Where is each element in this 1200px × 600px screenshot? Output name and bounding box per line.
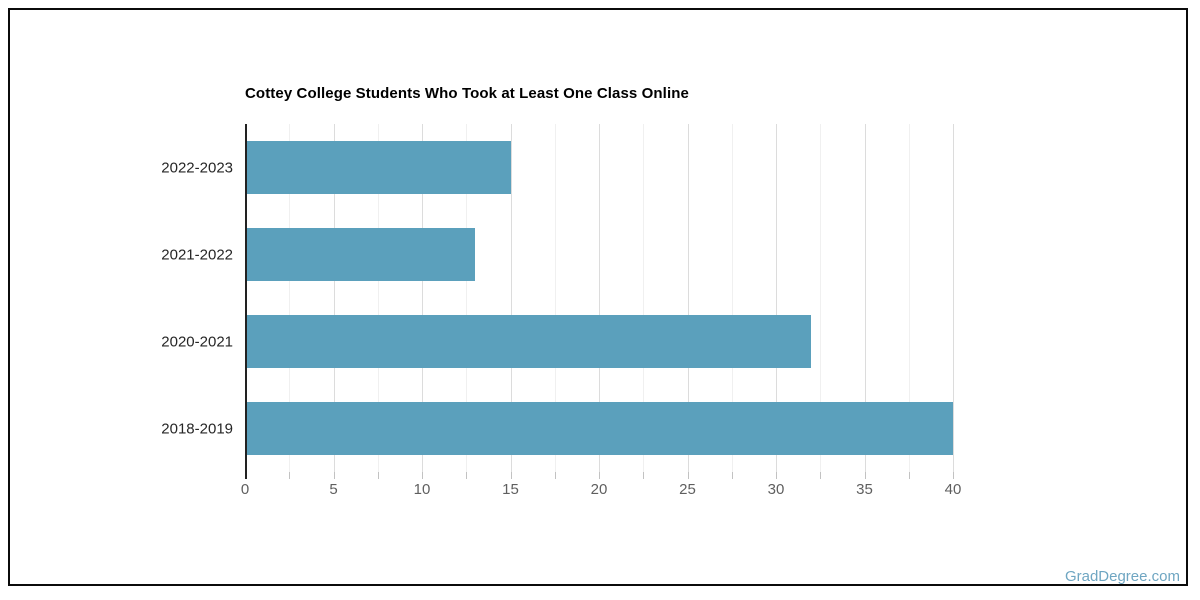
major-gridline bbox=[599, 124, 600, 472]
minor-gridline bbox=[377, 124, 379, 472]
plot-area bbox=[245, 124, 954, 472]
x-axis-tick bbox=[953, 472, 954, 479]
minor-gridline bbox=[731, 124, 733, 472]
x-axis-tick bbox=[289, 472, 291, 479]
major-gridline bbox=[864, 124, 866, 472]
x-axis-tick-label: 5 bbox=[329, 481, 338, 498]
bar-2022-2023 bbox=[245, 141, 511, 194]
y-axis-line bbox=[245, 124, 247, 472]
minor-gridline bbox=[820, 124, 822, 472]
x-axis-tick bbox=[422, 472, 423, 479]
x-axis-tick-label: 20 bbox=[590, 481, 608, 498]
x-axis-tick-label: 15 bbox=[502, 481, 519, 498]
bar-2021-2022 bbox=[245, 228, 476, 281]
x-axis-tick bbox=[245, 472, 247, 479]
x-axis-tick-label: 30 bbox=[767, 481, 785, 498]
x-axis-tick bbox=[687, 472, 689, 479]
watermark-link[interactable]: GradDegree.com bbox=[1064, 568, 1180, 585]
x-axis-tick bbox=[599, 472, 600, 479]
minor-gridline bbox=[643, 124, 645, 472]
x-axis-tick-label: 35 bbox=[856, 481, 873, 498]
x-axis-tick bbox=[510, 472, 512, 479]
x-axis: 0 5 10 15 20 25 30 35 40 bbox=[241, 472, 961, 502]
x-axis-tick-label: 40 bbox=[944, 481, 962, 498]
major-gridline bbox=[687, 124, 689, 472]
y-axis-label: 2018-2019 bbox=[161, 420, 233, 437]
bar-2020-2021 bbox=[245, 315, 812, 368]
major-gridline bbox=[422, 124, 423, 472]
x-axis-tick bbox=[908, 472, 910, 479]
x-axis-tick bbox=[466, 472, 468, 479]
major-gridline bbox=[776, 124, 777, 472]
x-axis-tick bbox=[820, 472, 822, 479]
x-axis-tick bbox=[643, 472, 645, 479]
x-axis-tick-label: 0 bbox=[240, 481, 250, 498]
y-axis-label: 2021-2022 bbox=[161, 246, 233, 263]
x-axis-tick bbox=[864, 472, 866, 479]
major-gridline bbox=[510, 124, 512, 472]
x-axis-tick bbox=[377, 472, 379, 479]
y-axis-label: 2020-2021 bbox=[161, 333, 233, 350]
y-axis-labels: 2022-2023 2021-2022 2020-2021 2018-2019 bbox=[0, 0, 233, 600]
chart-frame bbox=[8, 8, 1188, 586]
major-gridline bbox=[333, 124, 335, 472]
bar-2018-2019 bbox=[245, 402, 953, 455]
x-axis-tick bbox=[333, 472, 335, 479]
x-axis-tick bbox=[731, 472, 733, 479]
chart-title: Cottey College Students Who Took at Leas… bbox=[245, 85, 689, 102]
minor-gridline bbox=[908, 124, 910, 472]
x-axis-tick bbox=[776, 472, 777, 479]
minor-gridline bbox=[466, 124, 468, 472]
major-gridline bbox=[953, 124, 954, 472]
y-axis-label: 2022-2023 bbox=[161, 159, 233, 176]
minor-gridline bbox=[289, 124, 291, 472]
minor-gridline bbox=[554, 124, 556, 472]
x-axis-tick-label: 25 bbox=[679, 481, 696, 498]
x-axis-tick-label: 10 bbox=[413, 481, 431, 498]
x-axis-tick bbox=[554, 472, 556, 479]
